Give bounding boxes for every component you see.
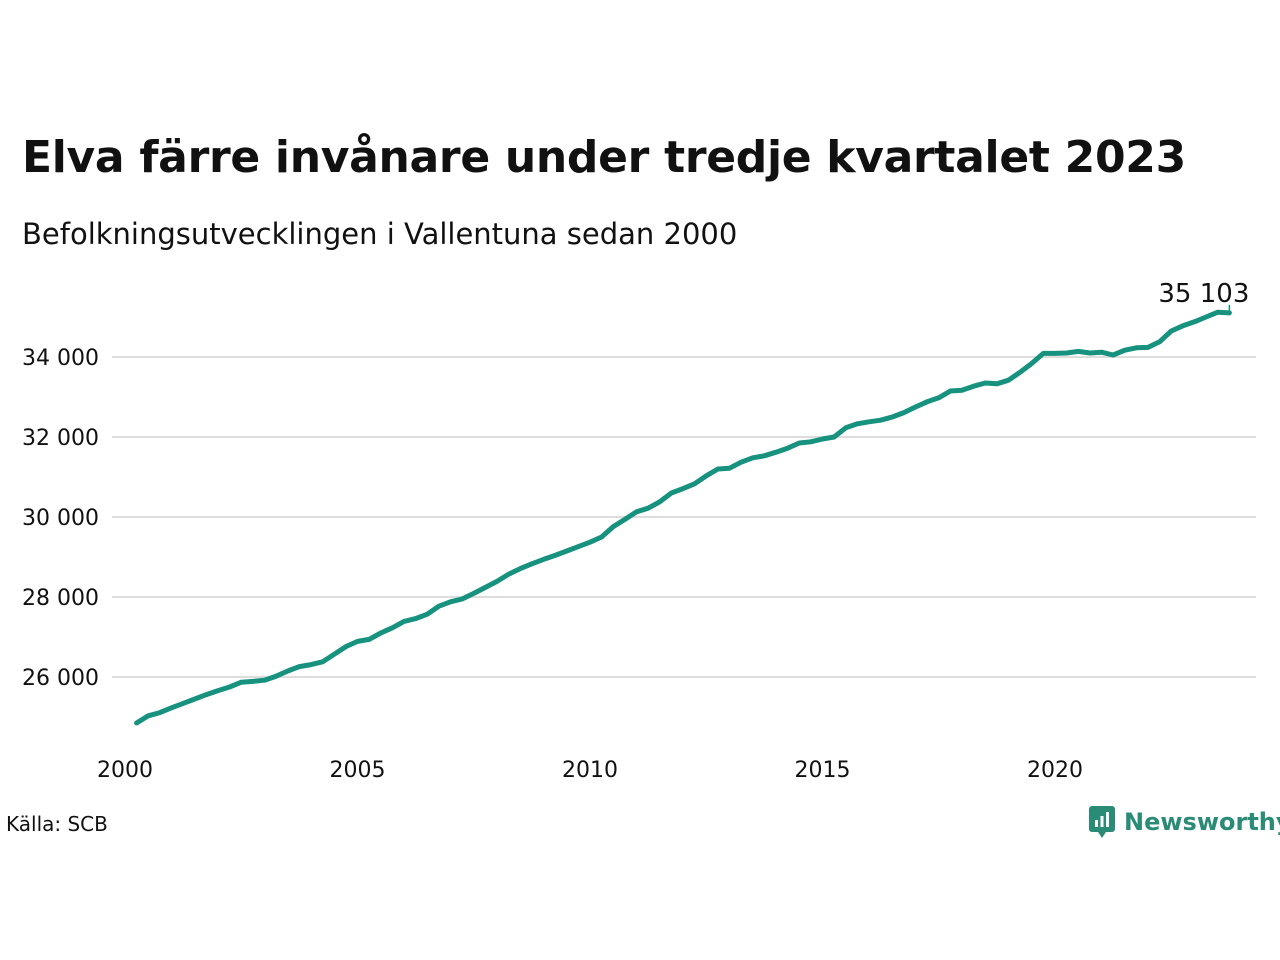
y-tick-label: 28 000 — [22, 586, 99, 611]
last-value-label: 35 103 — [1158, 279, 1249, 309]
x-tick-label: 2000 — [97, 758, 153, 783]
x-tick-label: 2005 — [330, 758, 386, 783]
newsworthy-icon — [1089, 806, 1115, 838]
source-note: Källa: SCB — [6, 812, 108, 836]
y-tick-label: 34 000 — [22, 346, 99, 371]
y-tick-label: 26 000 — [22, 666, 99, 691]
x-tick-label: 2010 — [562, 758, 618, 783]
chart-title: Elva färre invånare under tredje kvartal… — [22, 132, 1186, 183]
y-tick-label: 30 000 — [22, 506, 99, 531]
newsworthy-logo: Newsworthy — [1088, 804, 1280, 840]
chart-subtitle: Befolkningsutvecklingen i Vallentuna sed… — [22, 217, 738, 251]
x-tick-label: 2020 — [1027, 758, 1083, 783]
y-tick-label: 32 000 — [22, 426, 99, 451]
brand-name: Newsworthy — [1124, 808, 1280, 836]
series-line — [134, 309, 1232, 726]
x-tick-label: 2015 — [795, 758, 851, 783]
